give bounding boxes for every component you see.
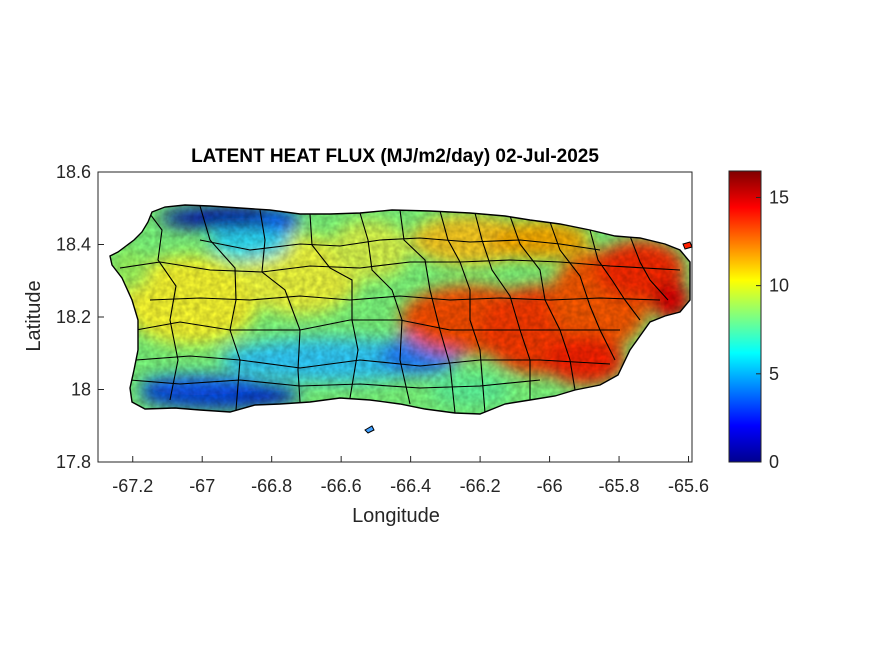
- colorbar-tick-label: 15: [769, 187, 789, 207]
- colorbar-tick-label: 5: [769, 364, 779, 384]
- x-tick-label: -66.4: [390, 476, 431, 496]
- x-tick-label: -65.8: [599, 476, 640, 496]
- x-axis-label: Longitude: [352, 505, 440, 527]
- y-axis-label: Latitude: [23, 280, 45, 351]
- x-tick-label: -66.8: [251, 476, 292, 496]
- x-tick-label: -67.2: [112, 476, 153, 496]
- colorbar-tick-label: 0: [769, 452, 779, 472]
- y-tick-label: 18: [71, 380, 91, 400]
- y-tick-label: 18.6: [56, 162, 91, 182]
- x-tick-label: -66: [537, 476, 563, 496]
- chart-title: LATENT HEAT FLUX (MJ/m2/day) 02-Jul-2025: [191, 146, 599, 167]
- x-tick-label: -67: [189, 476, 215, 496]
- x-axis: -67.2 -67 -66.8 -66.6 -66.4 -66.2 -66 -65.8 -65.…: [112, 456, 709, 496]
- small-island-caja-de-muertos: [364, 425, 375, 434]
- colorbar: [728, 170, 762, 463]
- colorbar-tick-label: 10: [769, 276, 789, 296]
- x-tick-label: -65.6: [668, 476, 709, 496]
- small-island-east: [682, 241, 693, 250]
- municipality-boundaries: [119, 205, 681, 414]
- latent-heat-flux-field: [110, 205, 690, 414]
- y-axis: 17.8 18 18.2 18.4 18.6: [56, 162, 104, 472]
- x-tick-label: -66.6: [321, 476, 362, 496]
- y-tick-label: 17.8: [56, 452, 91, 472]
- x-tick-label: -66.2: [460, 476, 501, 496]
- y-tick-label: 18.2: [56, 307, 91, 327]
- y-tick-label: 18.4: [56, 235, 91, 255]
- colorbar-axis: 0 5 10 15: [756, 187, 789, 472]
